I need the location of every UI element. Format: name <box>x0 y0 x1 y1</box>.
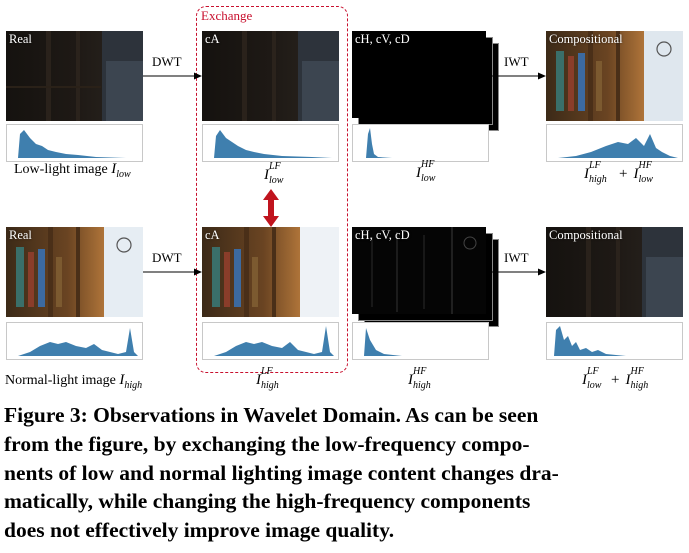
top-real-tag: Real <box>9 32 32 46</box>
top-comp-math: I LF high + I HF low <box>584 160 653 185</box>
top-dwt-label: DWT <box>152 54 182 69</box>
caption-line: nents of low and normal lighting image c… <box>4 460 559 485</box>
top-real-hist <box>6 124 143 162</box>
bottom-comp-hist <box>546 322 683 360</box>
top-comp-tag: Compositional <box>549 32 623 46</box>
top-comp-hist <box>546 124 683 162</box>
bottom-high-stack <box>352 227 499 327</box>
bottom-dwt-arrow <box>143 268 202 276</box>
caption-line: from the figure, by exchanging the low-f… <box>4 431 530 456</box>
top-iwt-label: IWT <box>504 54 529 69</box>
bottom-high-tag: cH, cV, cD <box>355 228 410 242</box>
bottom-real-hist <box>6 322 143 360</box>
top-dwt-arrow <box>143 72 202 80</box>
bottom-ca-hist <box>202 322 339 360</box>
exchange-double-arrow <box>263 189 279 227</box>
bottom-comp-tag: Compositional <box>549 228 623 242</box>
bottom-ca-image: cA <box>202 227 339 317</box>
bottom-high-hist <box>352 322 489 360</box>
top-high-tag: cH, cV, cD <box>355 32 410 46</box>
top-high-stack <box>352 31 499 131</box>
top-high-hist <box>352 124 489 162</box>
caption-line: matically, while changing the high-frequ… <box>4 489 531 514</box>
caption-line: does not effectively improve image quali… <box>4 518 395 543</box>
bottom-real-image: Real <box>6 227 143 317</box>
top-real-image: Real <box>6 31 143 121</box>
exchange-box <box>196 6 348 373</box>
exchange-label: Exchange <box>201 8 253 23</box>
bottom-iwt-label: IWT <box>504 250 529 265</box>
bottom-ca-math: I LF high <box>256 366 279 391</box>
bottom-ca-tag: cA <box>205 228 220 242</box>
bottom-high-math: I HF high <box>408 366 431 391</box>
figure-caption: Figure 3: Observations in Wavelet Domain… <box>4 401 686 545</box>
top-high-math: I HF low <box>416 159 436 184</box>
top-ca-hist <box>202 124 339 162</box>
bottom-real-tag: Real <box>9 228 32 242</box>
top-comp-image: Compositional <box>546 31 683 121</box>
bottom-comp-image: Compositional <box>546 227 683 317</box>
bottom-comp-math: I LF low + I HF high <box>582 366 649 391</box>
top-ca-tag: cA <box>205 32 220 46</box>
top-iwt-arrow <box>487 72 546 80</box>
top-ca-image: cA <box>202 31 339 121</box>
top-ca-math: I LF low <box>264 161 284 186</box>
bottom-iwt-arrow <box>487 268 546 276</box>
bottom-dwt-label: DWT <box>152 250 182 265</box>
caption-line: Figure 3: Observations in Wavelet Domain… <box>4 403 539 427</box>
